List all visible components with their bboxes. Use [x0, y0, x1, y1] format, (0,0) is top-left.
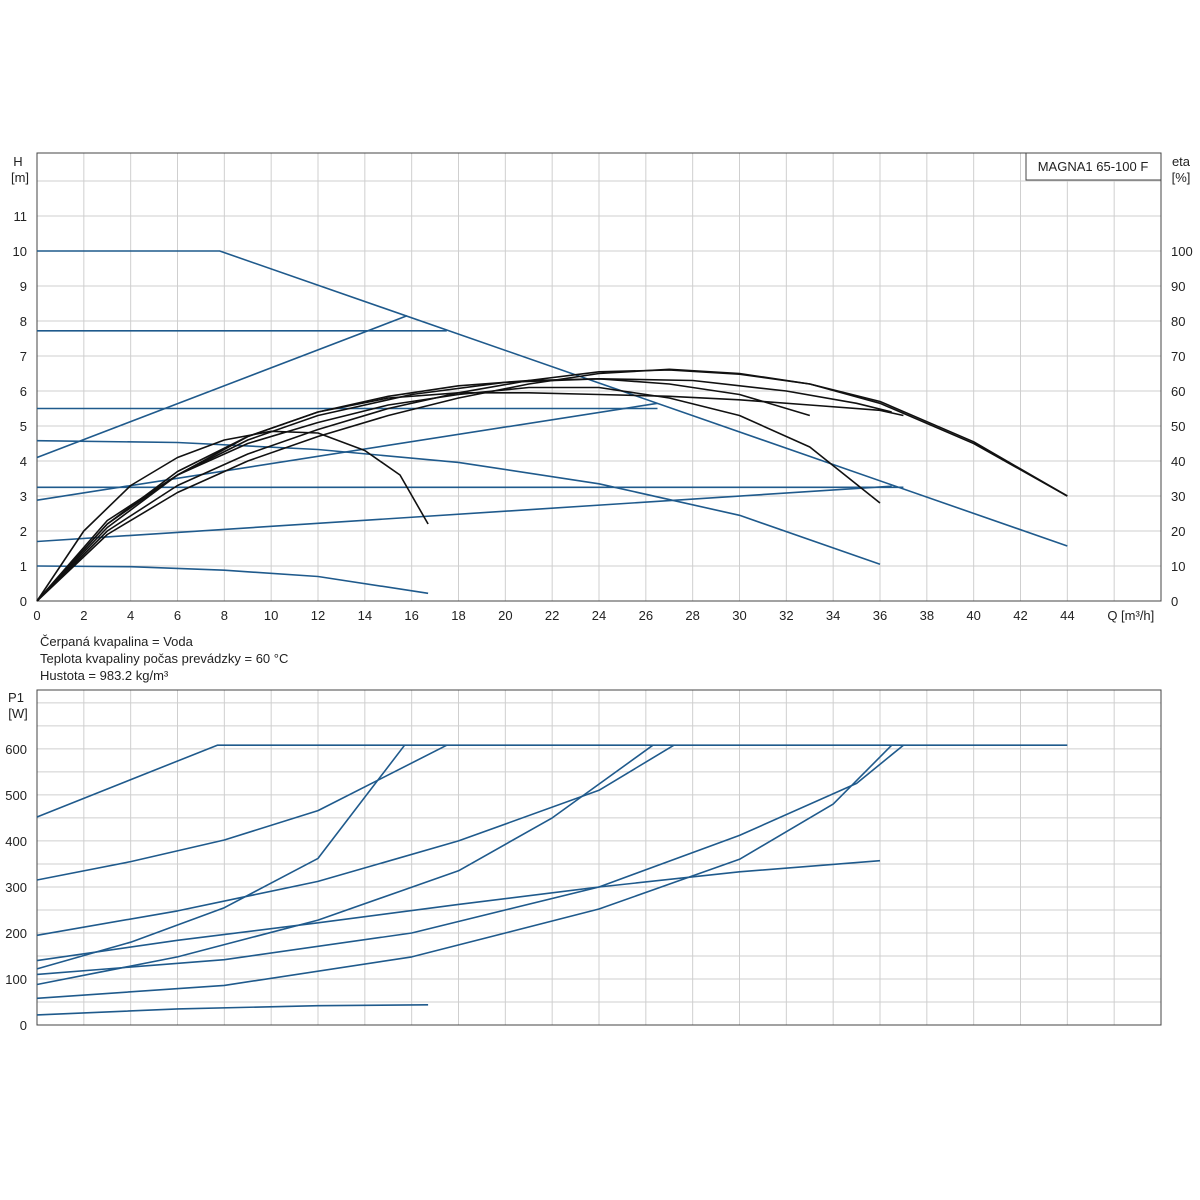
- y-tick-label: 10: [13, 244, 27, 259]
- y2-tick-label: 60: [1171, 384, 1185, 399]
- y-axis-label: P1: [8, 690, 24, 705]
- y-tick-label: 8: [20, 314, 27, 329]
- y2-tick-label: 80: [1171, 314, 1185, 329]
- power-curve: [36, 744, 893, 1000]
- y2-tick-label: 70: [1171, 349, 1185, 364]
- y-tick-label: 400: [5, 834, 27, 849]
- y-tick-label: 5: [20, 419, 27, 434]
- head-curve: [36, 485, 892, 543]
- y2-tick-label: 90: [1171, 279, 1185, 294]
- x-tick-label: 0: [33, 608, 40, 623]
- x-tick-label: 22: [545, 608, 559, 623]
- x-tick-label: 34: [826, 608, 840, 623]
- y-tick-label: 600: [5, 742, 27, 757]
- plot-frame: [36, 152, 1162, 602]
- fluid-info: Čerpaná kvapalina = Voda Teplota kvapali…: [40, 633, 288, 684]
- y-tick-label: 1: [20, 559, 27, 574]
- power-curve: [36, 744, 1068, 818]
- x-tick-label: 44: [1060, 608, 1074, 623]
- x-tick-label: 36: [873, 608, 887, 623]
- x-tick-label: 30: [732, 608, 746, 623]
- y-tick-label: 0: [20, 594, 27, 609]
- efficiency-curve: [36, 391, 904, 602]
- y-axis-unit: [m]: [11, 170, 29, 185]
- head-curve: [36, 439, 881, 566]
- y-axis-unit: [W]: [8, 706, 28, 721]
- y2-axis-label: eta: [1172, 154, 1191, 169]
- x-tick-label: 20: [498, 608, 512, 623]
- power-chart: [36, 689, 1162, 1026]
- y-tick-label: 500: [5, 788, 27, 803]
- y2-tick-label: 40: [1171, 454, 1185, 469]
- power-curve: [36, 744, 448, 881]
- y-tick-label: 300: [5, 880, 27, 895]
- power-curve: [36, 1004, 429, 1016]
- head-chart: [36, 152, 1162, 602]
- y-tick-label: 3: [20, 489, 27, 504]
- y2-tick-label: 100: [1171, 244, 1193, 259]
- y-tick-label: 100: [5, 972, 27, 987]
- y-tick-label: 9: [20, 279, 27, 294]
- head-curve: [37, 250, 1068, 547]
- fluid-info-line: Teplota kvapaliny počas prevádzky = 60 °…: [40, 651, 289, 666]
- head-curve: [36, 565, 429, 595]
- y-tick-label: 7: [20, 349, 27, 364]
- y-tick-label: 4: [20, 454, 27, 469]
- efficiency-curve: [36, 368, 1068, 602]
- y-tick-label: 6: [20, 384, 27, 399]
- y2-tick-label: 30: [1171, 489, 1185, 504]
- x-tick-label: 28: [685, 608, 699, 623]
- y-tick-label: 0: [20, 1018, 27, 1033]
- plot-frame: [36, 689, 1162, 1026]
- power-curve: [36, 744, 904, 976]
- y2-tick-label: 50: [1171, 419, 1185, 434]
- model-label: MAGNA1 65-100 F: [1038, 159, 1149, 174]
- y-axis-label: H: [13, 154, 22, 169]
- x-axis-label: Q [m³/h]: [1107, 608, 1154, 623]
- x-tick-label: 16: [404, 608, 418, 623]
- x-tick-label: 26: [639, 608, 653, 623]
- power-curve: [36, 744, 654, 986]
- x-tick-label: 18: [451, 608, 465, 623]
- x-tick-label: 2: [80, 608, 87, 623]
- power-curve: [36, 744, 675, 937]
- efficiency-curve: [36, 377, 892, 602]
- x-tick-label: 38: [920, 608, 934, 623]
- x-tick-label: 4: [127, 608, 134, 623]
- fluid-info-line: Hustota = 983.2 kg/m³: [40, 668, 169, 683]
- x-tick-label: 14: [358, 608, 372, 623]
- y-tick-label: 2: [20, 524, 27, 539]
- y2-tick-label: 20: [1171, 524, 1185, 539]
- efficiency-curve: [36, 430, 429, 602]
- model-label-box: [1025, 152, 1162, 181]
- fluid-info-line: Čerpaná kvapalina = Voda: [40, 634, 193, 649]
- x-tick-label: 8: [221, 608, 228, 623]
- y2-tick-label: 0: [1171, 594, 1178, 609]
- x-tick-label: 40: [966, 608, 980, 623]
- y-tick-label: 11: [14, 209, 28, 224]
- x-tick-label: 42: [1013, 608, 1027, 623]
- y-tick-label: 200: [5, 926, 27, 941]
- x-tick-label: 12: [311, 608, 325, 623]
- x-tick-label: 32: [779, 608, 793, 623]
- efficiency-curve: [36, 369, 1068, 602]
- x-tick-label: 10: [264, 608, 278, 623]
- y2-tick-label: 10: [1171, 559, 1185, 574]
- x-tick-label: 6: [174, 608, 181, 623]
- y2-axis-unit: [%]: [1172, 170, 1191, 185]
- x-tick-label: 24: [592, 608, 606, 623]
- power-curve: [36, 859, 881, 962]
- head-curve: [36, 315, 408, 459]
